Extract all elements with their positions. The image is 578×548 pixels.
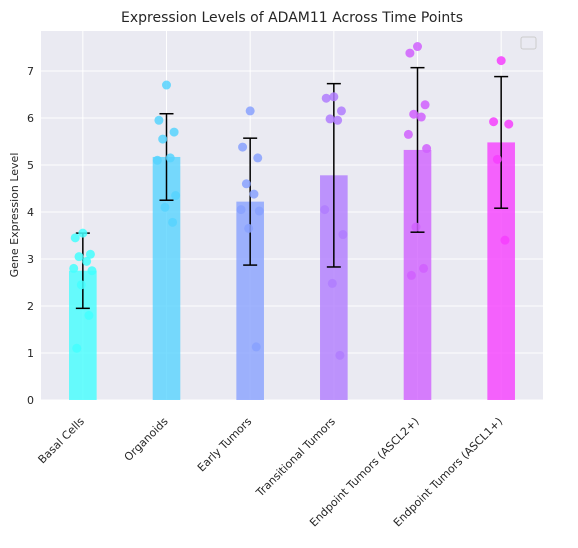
data-point <box>416 112 426 122</box>
legend-box <box>520 36 537 50</box>
data-point <box>85 249 95 259</box>
data-point <box>244 223 254 233</box>
data-point <box>496 56 506 66</box>
data-point <box>162 80 171 90</box>
data-point <box>82 256 92 266</box>
data-point <box>236 205 246 215</box>
data-point <box>87 266 97 276</box>
data-point <box>72 343 82 353</box>
y-tick-label: 3 <box>27 253 34 266</box>
data-point <box>84 310 94 320</box>
data-point <box>403 129 413 139</box>
data-point <box>78 228 88 238</box>
data-point <box>321 93 331 103</box>
data-point <box>338 230 348 240</box>
y-tick-labels: 0 1 2 3 4 5 6 7 <box>27 65 34 407</box>
data-point <box>419 263 429 273</box>
data-point <box>329 92 339 102</box>
data-point <box>333 115 343 125</box>
data-point <box>406 270 416 280</box>
data-point <box>405 48 415 58</box>
data-point <box>74 252 84 262</box>
y-axis-label: Gene Expression Level <box>8 153 21 278</box>
data-point <box>70 233 80 243</box>
data-point <box>254 206 264 216</box>
data-point <box>253 153 263 163</box>
x-tick-label: Early Tumors <box>195 415 255 475</box>
data-point <box>245 106 255 116</box>
x-tick-label: Basal Cells <box>36 415 88 467</box>
y-tick-label: 7 <box>27 65 34 78</box>
data-point <box>241 179 251 189</box>
data-point <box>422 144 432 154</box>
data-point <box>171 191 181 201</box>
data-point <box>327 278 337 288</box>
data-points-layer <box>69 42 514 360</box>
x-tick-labels: Basal Cells Organoids Early Tumors Transiti… <box>36 415 506 530</box>
data-point <box>76 280 86 290</box>
plot-background <box>41 31 543 400</box>
data-point <box>409 109 419 119</box>
y-tick-label: 5 <box>27 159 34 172</box>
data-point <box>489 117 499 127</box>
data-point <box>168 217 178 227</box>
data-point <box>249 189 259 199</box>
data-point <box>154 115 164 125</box>
data-point <box>335 350 345 360</box>
data-point <box>152 155 162 165</box>
y-tick-label: 2 <box>27 300 34 313</box>
x-tick-label: Organoids <box>122 415 171 464</box>
error-bars-layer <box>75 66 509 310</box>
data-point <box>411 222 421 232</box>
y-tick-label: 4 <box>27 206 34 219</box>
data-point <box>504 119 514 129</box>
data-point <box>420 100 430 110</box>
data-point <box>69 263 79 273</box>
data-point <box>158 134 168 144</box>
y-tick-label: 6 <box>27 112 34 125</box>
data-point <box>165 153 175 163</box>
y-tick-label: 1 <box>27 347 34 360</box>
data-point <box>320 205 330 215</box>
chart-title: Expression Levels of ADAM11 Across Time … <box>121 10 463 26</box>
x-tick-label: Transitional Tumors <box>253 415 338 500</box>
data-point <box>413 42 422 52</box>
data-point <box>169 127 179 137</box>
y-tick-label: 0 <box>27 394 34 407</box>
data-point <box>336 106 346 116</box>
data-point <box>492 154 502 164</box>
data-point <box>238 142 248 152</box>
data-point <box>325 114 335 124</box>
data-point <box>251 342 261 352</box>
data-point <box>160 202 170 212</box>
data-point <box>500 235 510 245</box>
